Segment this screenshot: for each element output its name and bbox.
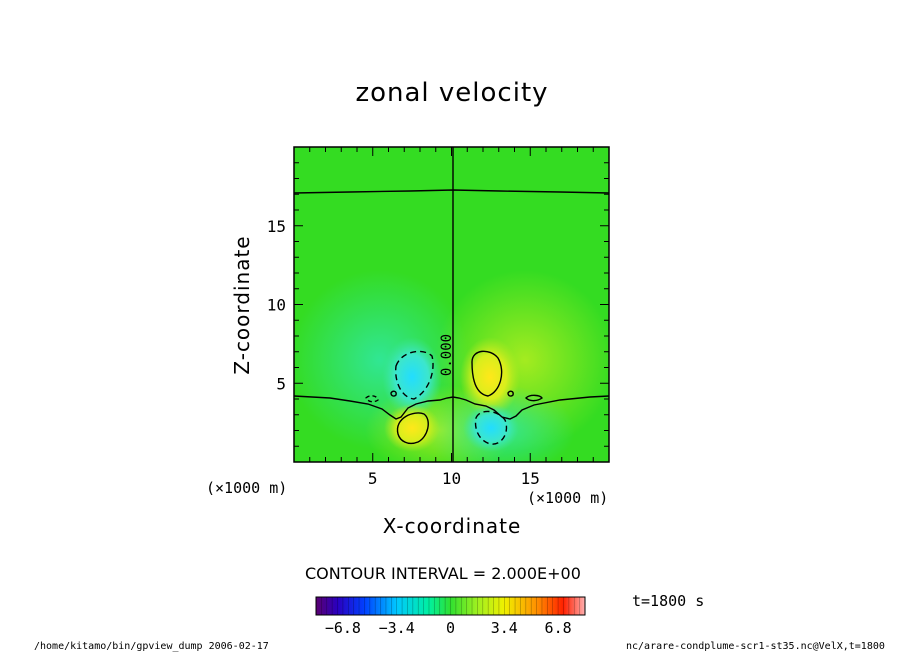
footer-right-source: nc/arare-condplume-scr1-st35.nc@VelX,t=1… [626, 641, 885, 652]
x-axis-label: X-coordinate [382, 514, 522, 538]
colorbar-tick-label: −6.8 [325, 619, 361, 637]
colorbar-tick-label: 6.8 [545, 619, 572, 637]
colorbar-tick-label: 0 [446, 619, 455, 637]
tiny-contour-left [390, 390, 397, 397]
time-label: t=1800 s [632, 592, 705, 610]
x-tick-label: 10 [442, 469, 461, 488]
small-negative-left [365, 395, 379, 403]
positive-core-upper-right [460, 337, 520, 417]
axis-tick-labels: 5 10 15 5 10 15 [267, 217, 540, 488]
footer-left-path: /home/kitamo/bin/gpview_dump 2006-02-17 [34, 641, 269, 652]
colorbar-tick-label: −3.4 [379, 619, 415, 637]
x-tick-label: 15 [521, 469, 540, 488]
y-tick-label: 15 [267, 217, 286, 236]
chart-title: zonal velocity [355, 78, 549, 108]
negative-core-upper-left [382, 337, 442, 417]
x-tick-label: 5 [368, 469, 378, 488]
colorbar-tick-labels: −6.8 −3.4 0 3.4 6.8 [325, 619, 572, 637]
y-tick-label: 5 [276, 374, 286, 393]
contours [294, 147, 609, 462]
positive-contour-lower-left [396, 412, 429, 445]
contour-interval-label: CONTOUR INTERVAL = 2.000E+00 [305, 564, 581, 583]
positive-core-lower-left [384, 404, 440, 452]
y-axis-label: Z-coordinate [230, 235, 254, 375]
colorbar-tick-label: 3.4 [491, 619, 518, 637]
negative-contour-lower-right [474, 410, 508, 445]
contour-zero-label: 0.000 [439, 334, 455, 376]
colorbar: −6.8 −3.4 0 3.4 6.8 [315, 596, 586, 637]
colorbar-divisions [321, 597, 580, 615]
axis-ticks [294, 147, 609, 462]
y-tick-label: 10 [267, 296, 286, 315]
x-unit-label: (×1000 m) [206, 479, 288, 497]
colorbar-gradient [315, 596, 586, 616]
small-positive-right [525, 394, 543, 402]
positive-contour-upper-right [471, 350, 503, 397]
zero-contour-low [294, 395, 609, 420]
negative-contour-upper-left [395, 350, 434, 400]
negative-core-lower-right [463, 404, 519, 452]
tiny-contour-right [507, 390, 514, 397]
x-unit-label-right: (×1000 m) [527, 489, 609, 507]
